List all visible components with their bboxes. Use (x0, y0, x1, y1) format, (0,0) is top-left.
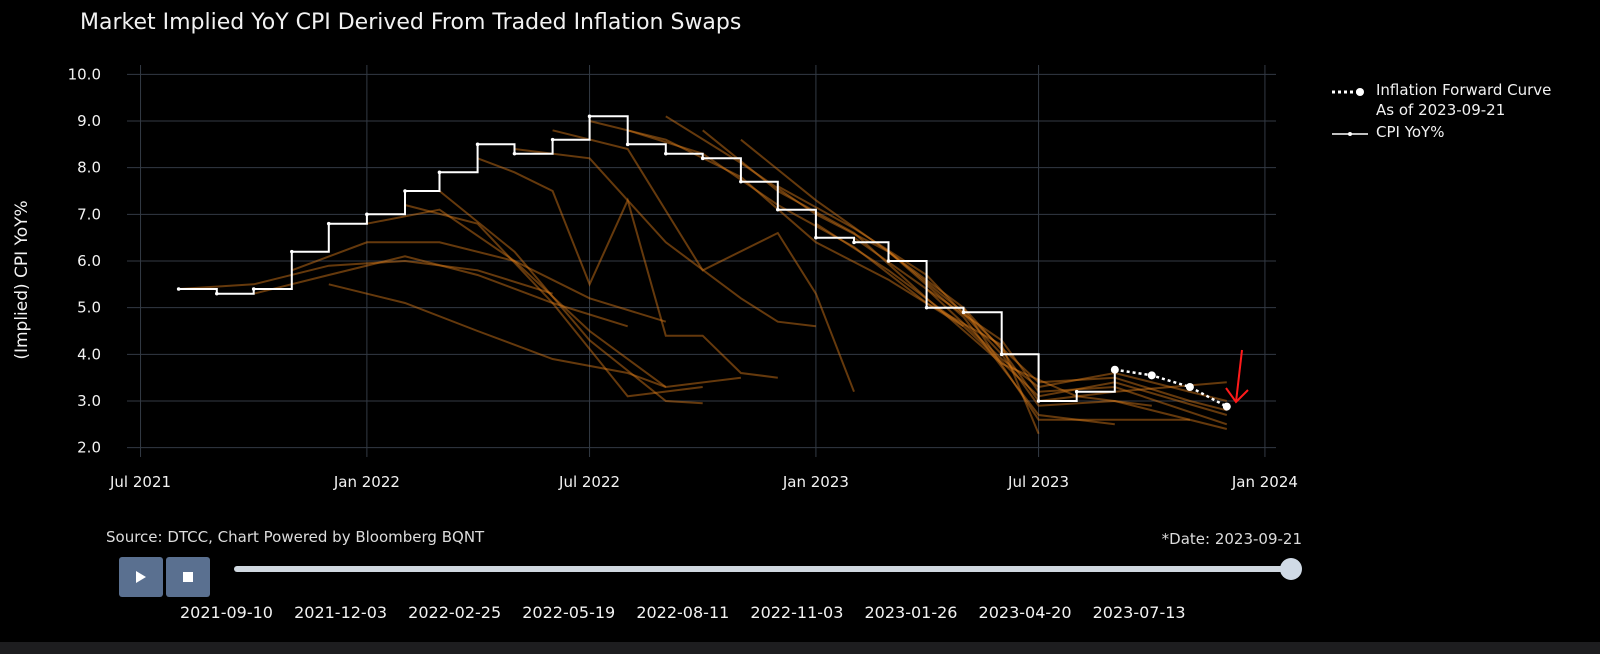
y-tick-label: 2.0 (77, 439, 101, 457)
slider-step[interactable]: 2022-02-25 (408, 603, 502, 622)
cpi-point (700, 156, 705, 161)
cpi-point (251, 287, 256, 291)
play-button[interactable] (119, 557, 163, 597)
legend-item-cpi[interactable]: CPI YoY% (1330, 122, 1551, 142)
cpi-point (403, 189, 407, 193)
x-tick-label: Jan 2024 (1231, 473, 1298, 491)
cpi-point (437, 170, 442, 175)
cpi-point (550, 137, 555, 142)
cpi-point (512, 151, 517, 156)
x-tick-label: Jul 2022 (558, 473, 620, 491)
history-curve-line (253, 255, 628, 328)
slider-step[interactable]: 2021-09-10 (180, 603, 273, 622)
solid-line-icon (1332, 132, 1368, 136)
history-curve-line (404, 204, 703, 398)
forward-curve-point (1110, 365, 1119, 374)
play-icon (136, 571, 146, 583)
footer-bar (0, 642, 1600, 654)
cpi-point (664, 151, 668, 156)
cpi-step-line (178, 115, 1116, 402)
history-curve-line (438, 190, 703, 405)
cpi-point (326, 221, 331, 226)
cpi-point (814, 235, 818, 240)
y-tick-label: 6.0 (77, 252, 101, 270)
y-tick-label: 8.0 (77, 159, 101, 177)
current-date-label: *Date: 2023-09-21 (1161, 530, 1302, 548)
slider-step[interactable]: 2023-04-20 (978, 603, 1072, 622)
cpi-point (961, 310, 966, 315)
history-curve-line (178, 259, 553, 295)
y-axis-label: (Implied) CPI YoY% (12, 200, 32, 360)
date-slider-track[interactable] (234, 566, 1292, 572)
history-curve-line (887, 250, 1228, 412)
legend-item-forward-curve[interactable]: Inflation Forward Curve As of 2023-09-21 (1330, 80, 1551, 120)
cpi-point (587, 114, 592, 119)
history-curve-line (815, 222, 1228, 416)
slider-step[interactable]: 2021-12-03 (294, 603, 388, 622)
history-curve-line (552, 129, 855, 393)
forward-curve-point (1147, 371, 1156, 380)
history-curve-line (328, 283, 667, 388)
history-curve-line (514, 148, 817, 328)
forward-curve-point (1185, 383, 1194, 391)
slider-step-labels: 2021-09-10 2021-12-03 2022-02-25 2022-05… (180, 603, 1202, 622)
x-tick-label: Jan 2022 (333, 473, 400, 491)
x-tick-label: Jan 2023 (782, 473, 849, 491)
axis-ticks: 2.0 3.0 4.0 5.0 6.0 7.0 8.0 9.0 10.0 Jul 2021 Jan … (68, 65, 1298, 491)
legend-forward-label-2: As of 2023-09-21 (1376, 101, 1506, 119)
slider-step[interactable]: 2022-11-03 (750, 603, 844, 622)
stop-button[interactable] (166, 557, 210, 597)
cpi-series (176, 114, 1117, 403)
legend-forward-label-1: Inflation Forward Curve (1376, 81, 1552, 99)
history-curves (178, 115, 1228, 435)
cpi-point (775, 207, 780, 212)
legend-cpi-label: CPI YoY% (1376, 123, 1445, 141)
cpi-point (999, 352, 1004, 357)
x-tick-label: Jul 2023 (1007, 473, 1069, 491)
legend: Inflation Forward Curve As of 2023-09-21… (1330, 80, 1551, 142)
forward-curve-series (1110, 365, 1231, 411)
cpi-point (886, 259, 891, 263)
forward-curve-line (1114, 368, 1228, 408)
cpi-point (176, 287, 181, 291)
cpi-point (1074, 389, 1079, 394)
history-curve-line (477, 157, 778, 379)
history-curve-line (291, 241, 667, 323)
y-tick-label: 9.0 (77, 112, 101, 130)
cpi-point (739, 179, 743, 184)
y-tick-label: 4.0 (77, 345, 101, 363)
slider-step[interactable]: 2022-08-11 (636, 603, 730, 622)
date-slider-handle[interactable] (1280, 558, 1302, 580)
cpi-point (215, 291, 219, 296)
forward-curve-point (1222, 402, 1231, 411)
y-tick-label: 7.0 (77, 205, 101, 223)
y-tick-label: 5.0 (77, 299, 101, 317)
cpi-point (924, 305, 929, 310)
source-note: Source: DTCC, Chart Powered by Bloomberg… (106, 528, 485, 546)
slider-step[interactable]: 2022-05-19 (522, 603, 616, 622)
cpi-point (290, 249, 294, 254)
cpi-point (625, 142, 630, 147)
red-arrow-annotation (1225, 349, 1249, 404)
dotted-line-icon (1332, 88, 1364, 96)
grid-lines (127, 65, 1276, 457)
history-curve-line (589, 120, 965, 328)
y-tick-label: 10.0 (68, 65, 101, 83)
cpi-point (365, 212, 369, 217)
chart-title: Market Implied YoY CPI Derived From Trad… (80, 10, 742, 35)
y-tick-label: 3.0 (77, 392, 101, 410)
slider-step[interactable]: 2023-01-26 (864, 603, 958, 622)
history-curve-line (366, 208, 742, 389)
cpi-point (852, 240, 856, 245)
cpi-point (475, 142, 480, 147)
history-curve-line (853, 236, 1228, 402)
stop-icon (183, 572, 193, 582)
x-tick-label: Jul 2021 (109, 473, 171, 491)
slider-step[interactable]: 2023-07-13 (1092, 603, 1186, 622)
cpi-point (1036, 399, 1041, 403)
